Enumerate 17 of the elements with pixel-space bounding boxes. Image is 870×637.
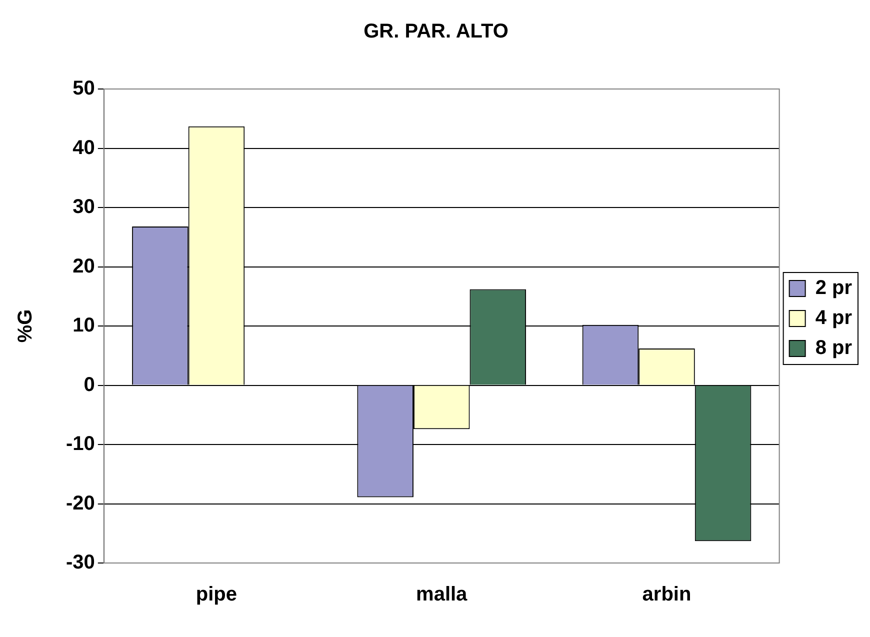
y-axis-title: %G <box>14 309 37 343</box>
legend-label: 2 pr <box>815 277 852 300</box>
x-tick-label: pipe <box>196 584 238 606</box>
y-tick-label: 40 <box>72 136 95 159</box>
x-tick-label: arbin <box>642 584 692 606</box>
chart-title: GR. PAR. ALTO <box>364 20 508 43</box>
y-tick-label: -10 <box>66 433 95 456</box>
y-tick-label: 0 <box>84 374 95 396</box>
legend-label: 8 pr <box>815 337 852 360</box>
y-tick-label: 50 <box>72 78 95 100</box>
y-tick-label: 20 <box>72 255 95 278</box>
y-tick-label: 10 <box>72 314 95 337</box>
y-tick-label: 30 <box>72 196 95 218</box>
legend-label: 4 pr <box>815 307 852 330</box>
y-tick-label: -30 <box>66 552 95 574</box>
y-tick-label: -20 <box>66 492 95 514</box>
x-tick-label: malla <box>416 584 468 606</box>
